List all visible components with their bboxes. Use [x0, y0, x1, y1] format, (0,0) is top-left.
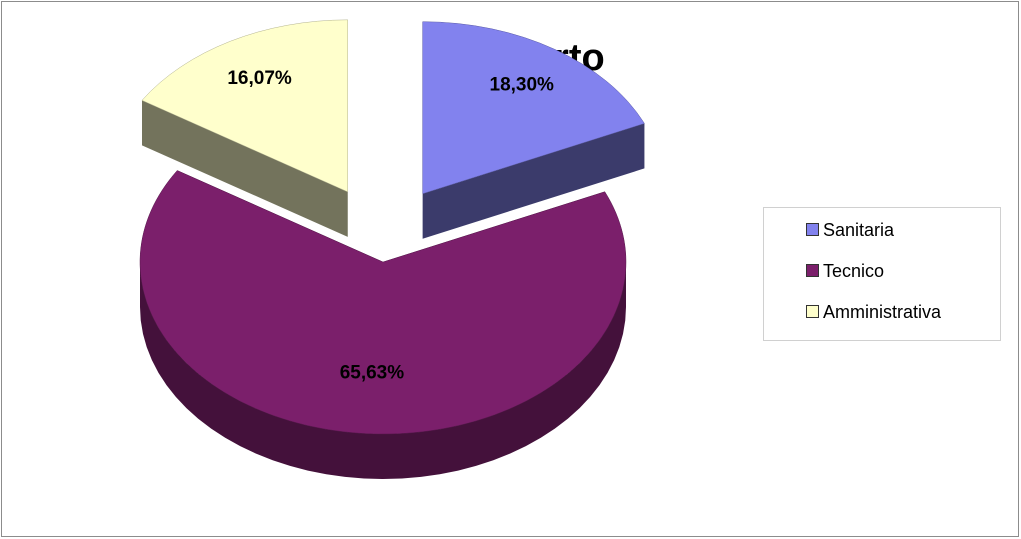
- legend-label: Amministrativa: [823, 302, 942, 322]
- slice-wall: [141, 100, 348, 237]
- legend-label: Tecnico: [823, 261, 884, 281]
- legend-box: [763, 207, 1001, 341]
- legend-swatch: [806, 223, 819, 236]
- slice: [422, 21, 645, 195]
- slice: [141, 19, 348, 193]
- slice: [139, 170, 627, 435]
- slice-wall: [422, 123, 645, 239]
- legend-swatch: [806, 305, 819, 318]
- data-label: 18,30%: [490, 74, 555, 95]
- legend-swatch: [806, 264, 819, 277]
- slice-side: [140, 262, 626, 479]
- legend-label: Sanitaria: [823, 220, 895, 240]
- data-label: 65,63%: [340, 363, 405, 384]
- data-label: 16,07%: [227, 68, 292, 89]
